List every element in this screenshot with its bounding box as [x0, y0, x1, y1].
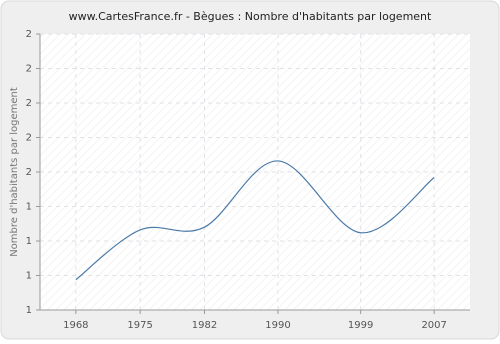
- x-tick-label: 1968: [63, 320, 88, 331]
- chart-title: www.CartesFrance.fr - Bègues : Nombre d'…: [69, 10, 432, 23]
- x-tick-label: 1999: [348, 320, 373, 331]
- y-tick-label: 2: [26, 167, 32, 178]
- y-tick-label: 2: [26, 98, 32, 109]
- y-tick-label: 1: [26, 271, 32, 282]
- y-tick-label: 1: [26, 236, 32, 247]
- y-tick-label: 1: [26, 202, 32, 213]
- x-tick-label: 1975: [127, 320, 152, 331]
- y-tick-label: 1: [26, 305, 32, 316]
- y-tick-label: 2: [26, 29, 32, 40]
- line: [75, 160, 435, 281]
- y-tick-label: 2: [26, 133, 32, 144]
- y-axis-label: Nombre d'habitants par logement: [9, 87, 20, 257]
- x-tick-label: 2007: [421, 320, 446, 331]
- x-tick-label: 1990: [265, 320, 290, 331]
- y-tick-label: 2: [26, 64, 32, 75]
- x-tick-label: 1982: [192, 320, 217, 331]
